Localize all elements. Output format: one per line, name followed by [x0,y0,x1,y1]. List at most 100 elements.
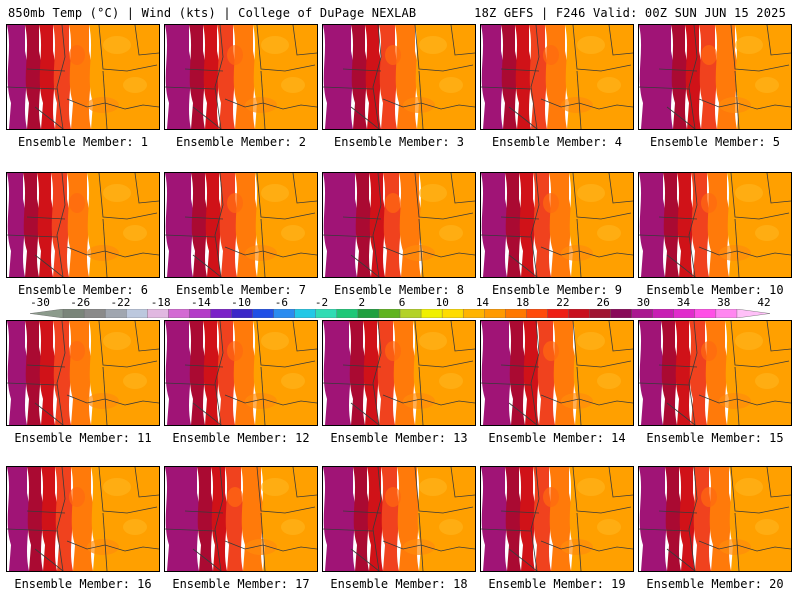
boundary-line [639,528,690,532]
temperature-patch [385,45,401,65]
member-label: Ensemble Member: 13 [330,431,468,445]
boundary-line [666,254,696,277]
boundary-line [698,246,791,258]
temperature-band [7,321,27,425]
boundary-line [260,512,266,571]
temperature-patch [701,487,717,507]
temperature-band [663,173,679,277]
boundary-line [102,70,108,129]
boundary-line [214,467,224,571]
boundary-line [342,364,382,368]
temperature-band [397,467,419,571]
temperature-band [399,173,421,277]
colorbar-tick-label: 6 [398,296,406,309]
temperature-patch [403,393,435,409]
temperature-field-map [639,321,791,425]
temperature-band [505,467,521,571]
temperature-band [709,467,731,571]
boundary-line [508,402,538,425]
boundary-line [98,173,158,220]
boundary-line [414,321,474,368]
boundary-line [7,234,58,238]
member-map-panel [480,172,634,278]
colorbar-tick-label: 34 [676,296,691,309]
colorbar-swatch [399,309,422,318]
temperature-field-map [323,467,475,571]
temperature-band [241,467,263,571]
boundary-line [688,25,698,129]
temperature-field-map [639,25,791,129]
member-map-panel [6,466,160,572]
member-label: Ensemble Member: 17 [172,577,310,591]
temperature-band [715,25,737,129]
temperature-band [365,25,381,129]
boundary-line [56,25,66,129]
temperature-band [189,25,205,129]
boundary-line [56,173,66,277]
member-label: Ensemble Member: 4 [491,135,623,149]
colorbar-tick-label: -26 [70,296,91,309]
colorbar-swatch [336,309,359,318]
colorbar-tick-label: 14 [475,296,490,309]
temperature-band [7,467,29,571]
temperature-band [381,467,399,571]
boundary-line [508,254,538,277]
boundary-line [450,467,475,498]
boundary-line [576,70,582,129]
temperature-band [661,321,677,425]
colorbar-swatch [694,309,717,318]
boundary-line [134,321,159,352]
temperature-patch [577,478,605,496]
temperature-band [533,173,551,277]
temperature-patch [261,184,289,202]
valid-time: 18Z GEFS | F246 Valid: 00Z SUN JUN 15 20… [474,6,786,20]
member-label: Ensemble Member: 9 [491,283,623,297]
map-title: 850mb Temp (°C) | Wind (kts) | College o… [8,6,417,20]
temperature-band [665,467,681,571]
colorbar-swatch [462,309,485,318]
temperature-patch [103,36,131,54]
boundary-line [766,467,791,498]
boundary-line [450,173,475,204]
temperature-band [383,173,401,277]
temperature-field-map [165,321,317,425]
temperature-field-map [165,467,317,571]
temperature-band [7,25,27,129]
temperature-patch [701,341,717,361]
temperature-patch [123,373,147,389]
member-label: Ensemble Member: 11 [14,431,152,445]
boundary-line [165,86,216,90]
member-label: Ensemble Member: 18 [330,577,468,591]
temperature-field-map [323,321,475,425]
boundary-line [372,173,382,277]
temperature-band [685,25,701,129]
temperature-patch [385,487,401,507]
boundary-line [658,364,698,368]
temperature-band [353,467,369,571]
boundary-line [34,254,64,277]
boundary-line [418,366,424,425]
colorbar-swatch [273,309,296,318]
temperature-band [233,25,255,129]
boundary-line [734,218,740,277]
temperature-patch [403,245,435,261]
colorbar-tick-label: 10 [435,296,449,309]
boundary-line [34,402,64,425]
colorbar-tick-label: 42 [757,296,771,309]
boundary-line [698,540,791,552]
boundary-line [576,218,582,277]
colorbar-tick-label: -14 [190,296,211,309]
boundary-line [530,25,540,129]
boundary-line [260,218,266,277]
member-label: Ensemble Member: 20 [646,577,784,591]
boundary-line [639,234,690,238]
member-map-panel [322,320,476,426]
temperature-patch [755,373,779,389]
temperature-patch [227,341,243,361]
boundary-line [214,321,224,425]
boundary-line [414,25,474,72]
temperature-colorbar [30,309,770,318]
boundary-line [688,173,698,277]
member-map-panel [638,172,792,278]
member-map-panel [480,320,634,426]
